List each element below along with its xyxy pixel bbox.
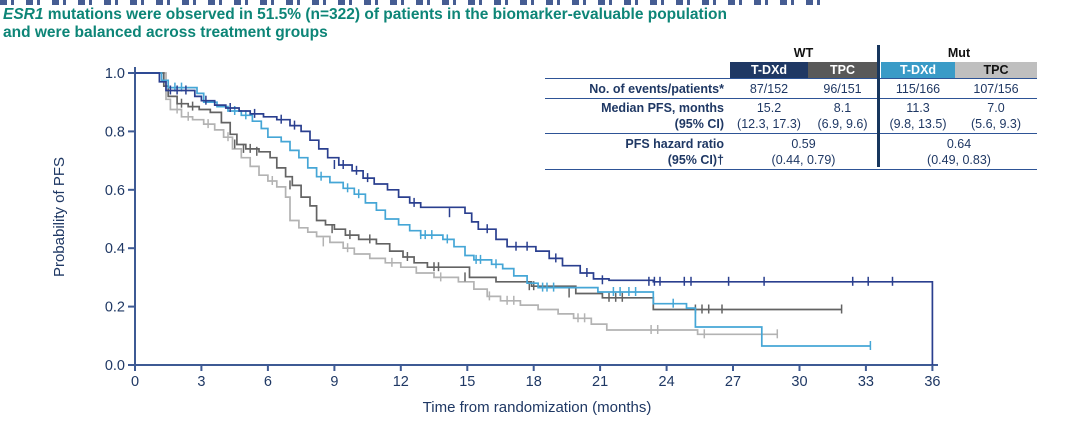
- x-tick-label: 21: [592, 374, 608, 390]
- median-wt-tpc: 8.1 (6.9, 9.6): [817, 101, 868, 131]
- x-tick-label: 6: [264, 374, 272, 390]
- col-header-wt-tdxd: T-DXd: [730, 61, 808, 78]
- y-tick-label: 0.4: [105, 241, 125, 257]
- events-wt-tdxd: 87/152: [749, 81, 789, 96]
- x-tick-label: 12: [393, 374, 409, 390]
- col-header-wt-tpc: TPC: [808, 61, 877, 78]
- title-line-1: ESR1 mutations were observed in 51.5% (n…: [3, 6, 727, 23]
- x-tick-label: 3: [197, 374, 205, 390]
- hazard-row-label: PFS hazard ratio (95% CI)†: [625, 136, 724, 167]
- summary-table: WT Mut T-DXd TPC T-DXd TPC No. of events…: [545, 45, 1037, 170]
- events-wt-tpc: 96/151: [823, 81, 862, 96]
- y-tick-label: 0.0: [105, 358, 125, 374]
- wt-mut-divider: [877, 45, 880, 167]
- gene-name: ESR1: [3, 6, 44, 23]
- y-tick-label: 0.6: [105, 183, 125, 199]
- y-tick-label: 0.8: [105, 124, 125, 140]
- col-header-mut-tpc: TPC: [955, 61, 1037, 78]
- x-tick-label: 15: [459, 374, 475, 390]
- y-axis-title: Probability of PFS: [51, 157, 68, 277]
- km-curve-mut-tpc: [135, 72, 778, 336]
- events-mut-tpc: 107/156: [973, 81, 1019, 96]
- km-curve-wt-tdxd: [135, 72, 934, 365]
- median-row-label: Median PFS, months (95% CI): [601, 101, 724, 131]
- x-tick-label: 36: [924, 374, 940, 390]
- x-tick-label: 9: [330, 374, 338, 390]
- km-curve-wt-tpc: [135, 72, 842, 311]
- x-tick-label: 18: [526, 374, 542, 390]
- median-mut-tdxd: 11.3 (9.8, 13.5): [889, 101, 947, 131]
- x-tick-label: 27: [725, 374, 741, 390]
- median-pfs-row: Median PFS, months (95% CI) 15.2 (12.3, …: [545, 98, 1037, 133]
- hazard-mut: 0.64 (0.49, 0.83): [927, 136, 991, 167]
- clipped-text-remnant: [0, 0, 828, 5]
- title-line-2: and were balanced across treatment group…: [3, 24, 328, 41]
- median-wt-tdxd: 15.2 (12.3, 17.3): [737, 101, 801, 131]
- events-row: No. of events/patients* 87/152 96/151 11…: [545, 78, 1037, 98]
- events-row-label: No. of events/patients*: [589, 81, 724, 96]
- hazard-ratio-row: PFS hazard ratio (95% CI)† 0.59 (0.44, 0…: [545, 133, 1037, 170]
- x-tick-label: 24: [659, 374, 675, 390]
- col-header-mut-tdxd: T-DXd: [881, 61, 955, 78]
- y-tick-label: 1.0: [105, 66, 125, 82]
- y-tick-label: 0.2: [105, 300, 125, 316]
- x-tick-label: 33: [858, 374, 874, 390]
- column-header-row: T-DXd TPC T-DXd TPC: [545, 61, 1037, 78]
- group-header-row: WT Mut: [545, 45, 1037, 61]
- hazard-wt: 0.59 (0.44, 0.79): [771, 136, 836, 167]
- slide-title: ESR1 mutations were observed in 51.5% (n…: [3, 6, 727, 42]
- x-axis-title: Time from randomization (months): [423, 399, 652, 416]
- group-header-mut: Mut: [947, 46, 971, 60]
- events-mut-tdxd: 115/166: [895, 81, 941, 96]
- x-tick-label: 30: [791, 374, 807, 390]
- group-header-wt: WT: [793, 46, 814, 60]
- median-mut-tpc: 7.0 (5.6, 9.3): [970, 101, 1022, 131]
- x-tick-label: 0: [131, 374, 139, 390]
